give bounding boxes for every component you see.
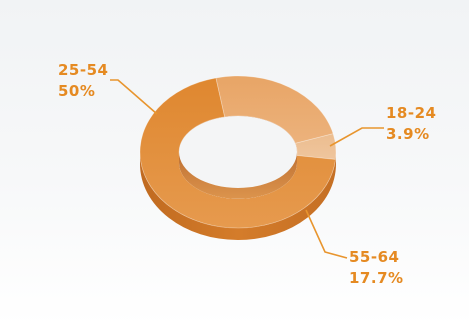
slice-label-25-54: 25-54 50% xyxy=(58,60,108,102)
leader-line-55-64 xyxy=(305,209,348,259)
slice-label-55-64: 55-64 17.7% xyxy=(349,247,404,289)
donut-side-wall xyxy=(140,152,336,240)
slice-category-label: 18-24 xyxy=(386,104,437,122)
leader-line-18-24 xyxy=(329,127,384,147)
slice-percent-label: 17.7% xyxy=(349,269,404,287)
donut-hole-inner-wall xyxy=(179,152,297,199)
leader-line-25-54 xyxy=(110,79,158,115)
slice-percent-label: 3.9% xyxy=(386,125,430,143)
slice-percent-label: 50% xyxy=(58,82,96,100)
slice-label-18-24: 18-24 3.9% xyxy=(386,103,436,145)
donut-hole-top xyxy=(179,116,297,199)
slice-category-label: 25-54 xyxy=(58,61,109,79)
slice-category-label: 55-64 xyxy=(349,248,400,266)
